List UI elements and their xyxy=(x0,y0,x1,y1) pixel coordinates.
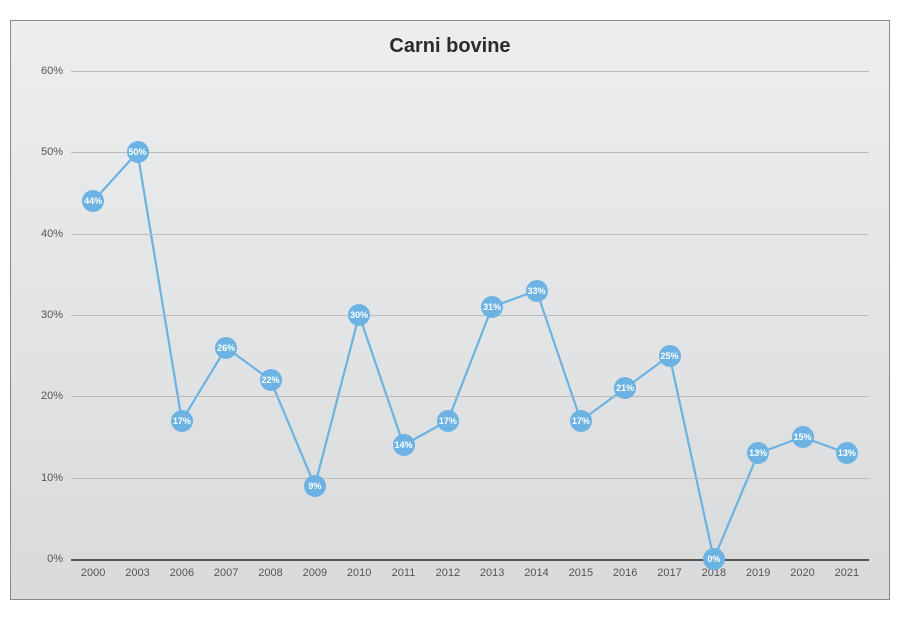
data-point: 31% xyxy=(481,296,503,318)
x-axis-line xyxy=(71,559,869,561)
y-axis-label: 60% xyxy=(23,65,63,77)
data-point-label: 17% xyxy=(572,416,590,426)
data-point-label: 50% xyxy=(128,147,146,157)
data-point-label: 15% xyxy=(793,432,811,442)
data-point: 26% xyxy=(215,337,237,359)
x-axis-label: 2016 xyxy=(613,567,637,579)
data-point-label: 44% xyxy=(84,196,102,206)
y-axis-label: 20% xyxy=(23,390,63,402)
gridline xyxy=(71,396,869,397)
y-axis-label: 40% xyxy=(23,228,63,240)
x-axis-label: 2013 xyxy=(480,567,504,579)
data-point-label: 14% xyxy=(394,440,412,450)
data-point-label: 22% xyxy=(261,375,279,385)
gridline xyxy=(71,315,869,316)
x-axis-label: 2000 xyxy=(81,567,105,579)
data-point-label: 17% xyxy=(173,416,191,426)
data-point: 33% xyxy=(526,280,548,302)
x-axis-label: 2020 xyxy=(790,567,814,579)
x-axis-label: 2011 xyxy=(392,567,416,579)
x-axis-label: 2007 xyxy=(214,567,238,579)
data-point-label: 26% xyxy=(217,343,235,353)
x-axis-label: 2009 xyxy=(303,567,327,579)
plot-area: 0%10%20%30%40%50%60%20002003200620072008… xyxy=(71,71,869,559)
data-point-label: 13% xyxy=(838,448,856,458)
x-axis-label: 2006 xyxy=(170,567,194,579)
data-point: 50% xyxy=(127,141,149,163)
data-point: 17% xyxy=(570,410,592,432)
gridline xyxy=(71,152,869,153)
data-point: 15% xyxy=(792,426,814,448)
y-axis-label: 30% xyxy=(23,309,63,321)
data-point-label: 13% xyxy=(749,448,767,458)
data-point: 25% xyxy=(659,345,681,367)
data-point: 22% xyxy=(260,369,282,391)
data-point: 30% xyxy=(348,304,370,326)
data-point-label: 30% xyxy=(350,310,368,320)
data-point-label: 9% xyxy=(308,481,321,491)
data-point: 13% xyxy=(747,442,769,464)
chart-title: Carni bovine xyxy=(11,21,889,58)
x-axis-label: 2014 xyxy=(524,567,548,579)
data-point: 9% xyxy=(304,475,326,497)
data-point: 17% xyxy=(437,410,459,432)
gridline xyxy=(71,234,869,235)
data-point-label: 21% xyxy=(616,383,634,393)
x-axis-label: 2012 xyxy=(436,567,460,579)
data-point-label: 33% xyxy=(527,286,545,296)
x-axis-label: 2008 xyxy=(258,567,282,579)
x-axis-label: 2010 xyxy=(347,567,371,579)
x-axis-label: 2017 xyxy=(657,567,681,579)
chart-frame: Carni bovine 0%10%20%30%40%50%60%2000200… xyxy=(10,20,890,600)
x-axis-label: 2019 xyxy=(746,567,770,579)
y-axis-label: 10% xyxy=(23,472,63,484)
data-point: 21% xyxy=(614,377,636,399)
data-point: 0% xyxy=(703,548,725,570)
data-point-label: 31% xyxy=(483,302,501,312)
y-axis-label: 50% xyxy=(23,146,63,158)
data-point-label: 17% xyxy=(439,416,457,426)
data-point-label: 25% xyxy=(660,351,678,361)
y-axis-label: 0% xyxy=(23,553,63,565)
series-line xyxy=(93,152,847,559)
gridline xyxy=(71,71,869,72)
x-axis-label: 2015 xyxy=(569,567,593,579)
data-point: 44% xyxy=(82,190,104,212)
x-axis-label: 2021 xyxy=(835,567,859,579)
gridline xyxy=(71,478,869,479)
data-point-label: 0% xyxy=(707,554,720,564)
data-point: 14% xyxy=(393,434,415,456)
data-point: 13% xyxy=(836,442,858,464)
x-axis-label: 2003 xyxy=(125,567,149,579)
data-point: 17% xyxy=(171,410,193,432)
